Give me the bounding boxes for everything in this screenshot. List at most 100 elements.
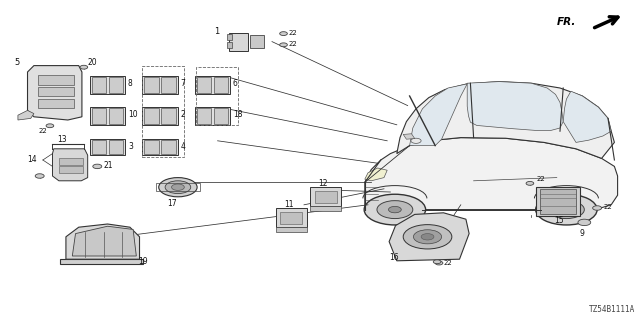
Bar	[161, 108, 175, 124]
Circle shape	[159, 178, 197, 197]
Circle shape	[526, 181, 534, 185]
Circle shape	[388, 206, 401, 213]
Circle shape	[413, 230, 442, 244]
Polygon shape	[72, 226, 136, 256]
Bar	[38, 99, 74, 108]
Bar	[145, 77, 159, 92]
Polygon shape	[28, 66, 82, 120]
Bar	[315, 191, 337, 203]
Bar	[540, 189, 576, 214]
Polygon shape	[389, 213, 469, 261]
Circle shape	[578, 219, 591, 226]
Bar	[109, 77, 123, 92]
Polygon shape	[66, 224, 140, 259]
Circle shape	[536, 194, 597, 225]
Circle shape	[35, 174, 44, 178]
Text: 9: 9	[580, 229, 585, 238]
Bar	[92, 140, 106, 154]
Circle shape	[80, 65, 88, 69]
Circle shape	[172, 184, 184, 190]
Circle shape	[421, 234, 434, 240]
Text: 22: 22	[289, 41, 298, 47]
Text: 12: 12	[319, 180, 328, 188]
Circle shape	[364, 194, 426, 225]
Polygon shape	[563, 91, 611, 142]
Bar	[143, 139, 178, 155]
Bar	[142, 66, 184, 157]
Bar	[60, 259, 143, 264]
Text: 13: 13	[57, 135, 67, 144]
Text: 22: 22	[604, 204, 612, 210]
Bar	[197, 77, 211, 92]
Bar	[229, 33, 248, 51]
Bar	[156, 183, 200, 191]
Bar	[214, 77, 228, 92]
Bar	[109, 108, 123, 124]
Text: 22: 22	[38, 128, 47, 134]
Circle shape	[411, 138, 421, 143]
Text: 19: 19	[138, 257, 148, 266]
Bar	[161, 140, 175, 154]
Text: 3: 3	[128, 142, 133, 151]
Bar	[38, 87, 74, 96]
Bar	[214, 108, 228, 124]
Text: 1: 1	[214, 28, 220, 36]
Bar	[195, 76, 230, 93]
Circle shape	[548, 201, 584, 219]
Circle shape	[280, 32, 287, 36]
Circle shape	[560, 206, 573, 213]
Text: 2: 2	[180, 110, 185, 119]
Text: 8: 8	[128, 79, 132, 88]
Bar	[276, 227, 307, 232]
Bar	[310, 187, 341, 206]
Polygon shape	[365, 138, 618, 210]
Polygon shape	[52, 149, 88, 181]
Text: 10: 10	[128, 110, 138, 119]
Bar	[195, 107, 230, 124]
Circle shape	[377, 201, 413, 219]
Bar	[90, 107, 125, 124]
Polygon shape	[410, 84, 467, 146]
Bar	[90, 76, 125, 93]
Polygon shape	[403, 134, 415, 139]
Bar	[145, 108, 159, 124]
Circle shape	[435, 261, 443, 265]
Bar	[280, 212, 302, 224]
Polygon shape	[467, 82, 563, 131]
Bar	[143, 76, 178, 93]
Circle shape	[280, 43, 287, 47]
Bar	[92, 77, 106, 92]
Text: 17: 17	[166, 199, 177, 208]
Polygon shape	[365, 168, 387, 181]
Text: 22: 22	[289, 30, 298, 36]
Circle shape	[433, 260, 441, 264]
Bar	[59, 166, 83, 173]
Bar	[227, 34, 232, 40]
Bar	[38, 75, 74, 85]
Bar	[536, 187, 580, 216]
Bar	[250, 35, 264, 48]
Text: 22: 22	[536, 176, 545, 182]
Circle shape	[593, 206, 602, 210]
Polygon shape	[18, 110, 34, 120]
Bar	[310, 206, 341, 211]
Circle shape	[93, 164, 102, 169]
Circle shape	[46, 124, 54, 128]
Bar	[196, 67, 238, 125]
Text: 4: 4	[180, 142, 186, 151]
Text: 14: 14	[27, 156, 36, 164]
Bar	[161, 77, 175, 92]
Text: 5: 5	[15, 58, 20, 67]
Text: 11: 11	[284, 200, 293, 209]
Text: 22: 22	[444, 260, 452, 266]
Bar	[90, 139, 125, 155]
Bar	[276, 208, 307, 227]
Bar	[59, 158, 83, 165]
Text: 21: 21	[104, 161, 113, 170]
Bar	[145, 140, 159, 154]
Bar	[143, 107, 178, 124]
Circle shape	[403, 225, 452, 249]
Text: FR.: FR.	[557, 17, 576, 28]
Text: 15: 15	[554, 216, 564, 225]
Bar	[109, 140, 123, 154]
